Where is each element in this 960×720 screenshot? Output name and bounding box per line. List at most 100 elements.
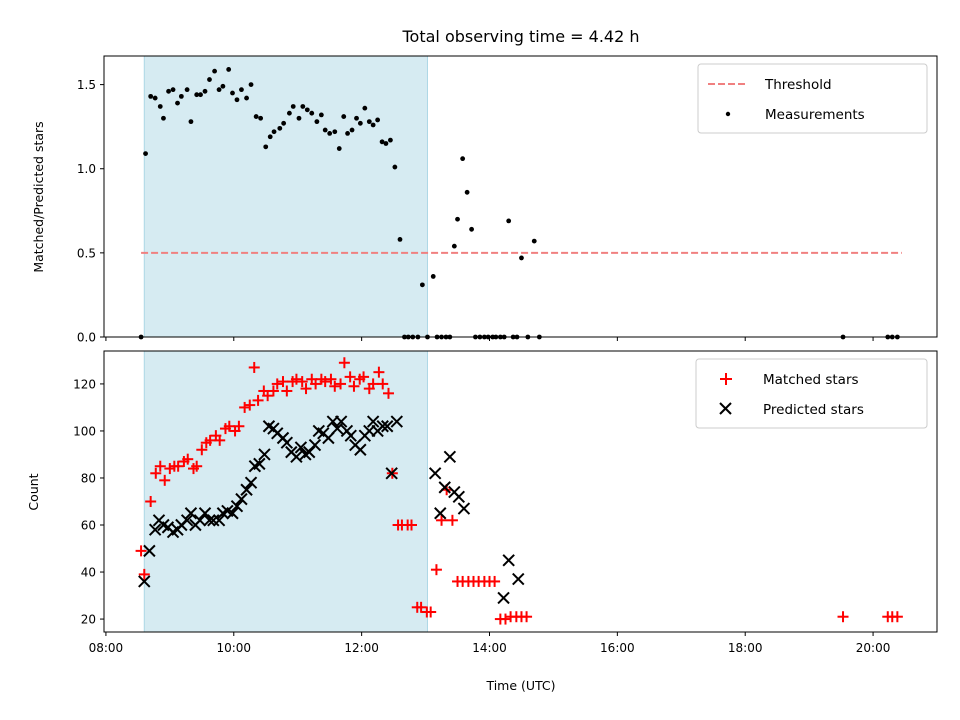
measurement-point bbox=[166, 88, 171, 94]
matched-star-point bbox=[248, 361, 260, 373]
bottom-observing-span bbox=[143, 350, 428, 633]
matched-star-point bbox=[415, 601, 427, 613]
measurement-point bbox=[388, 137, 393, 143]
bottom-x-tick-label: 18:00 bbox=[728, 641, 763, 655]
bottom-y-tick-label: 80 bbox=[81, 471, 96, 485]
matched-star-point bbox=[196, 444, 208, 456]
measurement-point bbox=[336, 146, 342, 151]
measurement-point bbox=[248, 82, 254, 88]
bottom-x-tick-label: 14:00 bbox=[472, 641, 507, 655]
matched-star-point bbox=[204, 434, 216, 446]
predicted-star-point bbox=[244, 476, 258, 489]
predicted-star-point bbox=[376, 420, 389, 433]
measurement-point bbox=[152, 95, 158, 101]
measurement-point bbox=[198, 92, 203, 98]
predicted-star-point bbox=[381, 420, 394, 433]
measurement-point bbox=[309, 110, 315, 116]
matched-star-point bbox=[154, 460, 166, 472]
predicted-star-point bbox=[390, 415, 404, 428]
measurement-point bbox=[362, 105, 368, 111]
measurement-point bbox=[341, 114, 347, 119]
matched-star-point bbox=[191, 460, 203, 472]
bottom-y-tick-label: 100 bbox=[73, 424, 96, 438]
measurement-point bbox=[327, 131, 333, 136]
matched-star-point bbox=[300, 383, 312, 395]
measurement-point bbox=[397, 237, 403, 242]
top-y-tick-label: 0.5 bbox=[77, 246, 96, 260]
measurement-point bbox=[460, 156, 466, 162]
measurement-point bbox=[202, 88, 208, 94]
measurements-legend-label: Measurements bbox=[765, 107, 865, 123]
measurement-point bbox=[300, 104, 306, 109]
matched-star-point bbox=[172, 460, 184, 472]
measurement-point bbox=[290, 104, 296, 109]
predicted-star-point bbox=[354, 443, 367, 456]
predicted-star-point bbox=[290, 450, 303, 464]
matched-star-point bbox=[338, 357, 350, 369]
matched-star-point bbox=[329, 380, 341, 392]
measurement-point bbox=[212, 68, 217, 74]
measurement-point bbox=[271, 129, 277, 135]
predicted-star-point bbox=[334, 415, 348, 428]
predicted-legend-swatch bbox=[719, 402, 732, 415]
matched-star-point bbox=[382, 387, 394, 399]
matched-star-point bbox=[135, 545, 147, 557]
predicted-star-point bbox=[193, 514, 207, 527]
measurement-point bbox=[253, 114, 259, 119]
matched-star-point bbox=[367, 378, 379, 390]
measurement-point bbox=[157, 104, 163, 109]
predicted-star-point bbox=[452, 490, 466, 503]
predicted-star-point bbox=[434, 507, 447, 520]
bottom-y-tick-label: 120 bbox=[73, 377, 96, 391]
matched-star-point bbox=[310, 378, 322, 390]
measurements-legend-swatch bbox=[725, 111, 731, 117]
matched-star-point bbox=[319, 376, 331, 388]
measurement-point bbox=[314, 119, 320, 125]
measurement-point bbox=[419, 282, 425, 288]
predicted-star-point bbox=[385, 467, 398, 480]
matched-legend-swatch bbox=[720, 373, 732, 385]
predicted-star-point bbox=[438, 481, 451, 494]
measurement-point bbox=[281, 120, 287, 126]
predicted-star-point bbox=[502, 554, 515, 567]
bottom-legend-box bbox=[695, 358, 928, 429]
chart-title: Total observing time = 4.42 h bbox=[401, 27, 639, 46]
predicted-star-point bbox=[331, 422, 344, 435]
matched-star-point bbox=[521, 611, 533, 623]
top-y-ticks: 0.0 0.5 1.0 1.5 bbox=[77, 78, 104, 345]
matched-star-point bbox=[239, 401, 251, 413]
measurement-point bbox=[220, 83, 226, 89]
measurement-point bbox=[244, 95, 249, 101]
matched-star-point bbox=[296, 376, 308, 388]
matched-star-point bbox=[244, 399, 256, 411]
measurement-point bbox=[170, 87, 176, 93]
measurement-point bbox=[188, 119, 194, 125]
bottom-x-tick-label: 12:00 bbox=[344, 641, 379, 655]
top-panel: 0.0 0.5 1.0 1.5 Matched/Predicted stars Thr… bbox=[31, 55, 938, 345]
bottom-x-tick-label: 16:00 bbox=[600, 641, 635, 655]
bottom-y-tick-label: 60 bbox=[81, 519, 96, 533]
matched-star-point bbox=[377, 378, 389, 390]
matched-star-point bbox=[138, 568, 150, 580]
top-observing-span bbox=[143, 55, 428, 338]
measurement-point bbox=[430, 274, 436, 279]
measurement-point bbox=[506, 218, 512, 224]
measurement-point bbox=[379, 139, 385, 145]
predicted-star-point bbox=[497, 591, 510, 605]
matched-star-point bbox=[446, 514, 458, 526]
measurement-point bbox=[239, 87, 244, 93]
measurement-point bbox=[357, 120, 363, 126]
matched-star-point bbox=[837, 611, 849, 623]
matched-legend-label: Matched stars bbox=[763, 372, 859, 388]
measurement-point bbox=[216, 87, 222, 93]
top-legend: Threshold Measurements bbox=[697, 63, 928, 134]
matched-star-point bbox=[182, 453, 194, 465]
predicted-star-point bbox=[253, 457, 266, 471]
predicted-star-point bbox=[308, 438, 322, 452]
measurement-point bbox=[143, 151, 148, 156]
matched-star-point bbox=[267, 385, 279, 397]
matched-star-point bbox=[348, 380, 360, 392]
predicted-star-point bbox=[366, 415, 380, 428]
measurement-point bbox=[226, 67, 232, 72]
